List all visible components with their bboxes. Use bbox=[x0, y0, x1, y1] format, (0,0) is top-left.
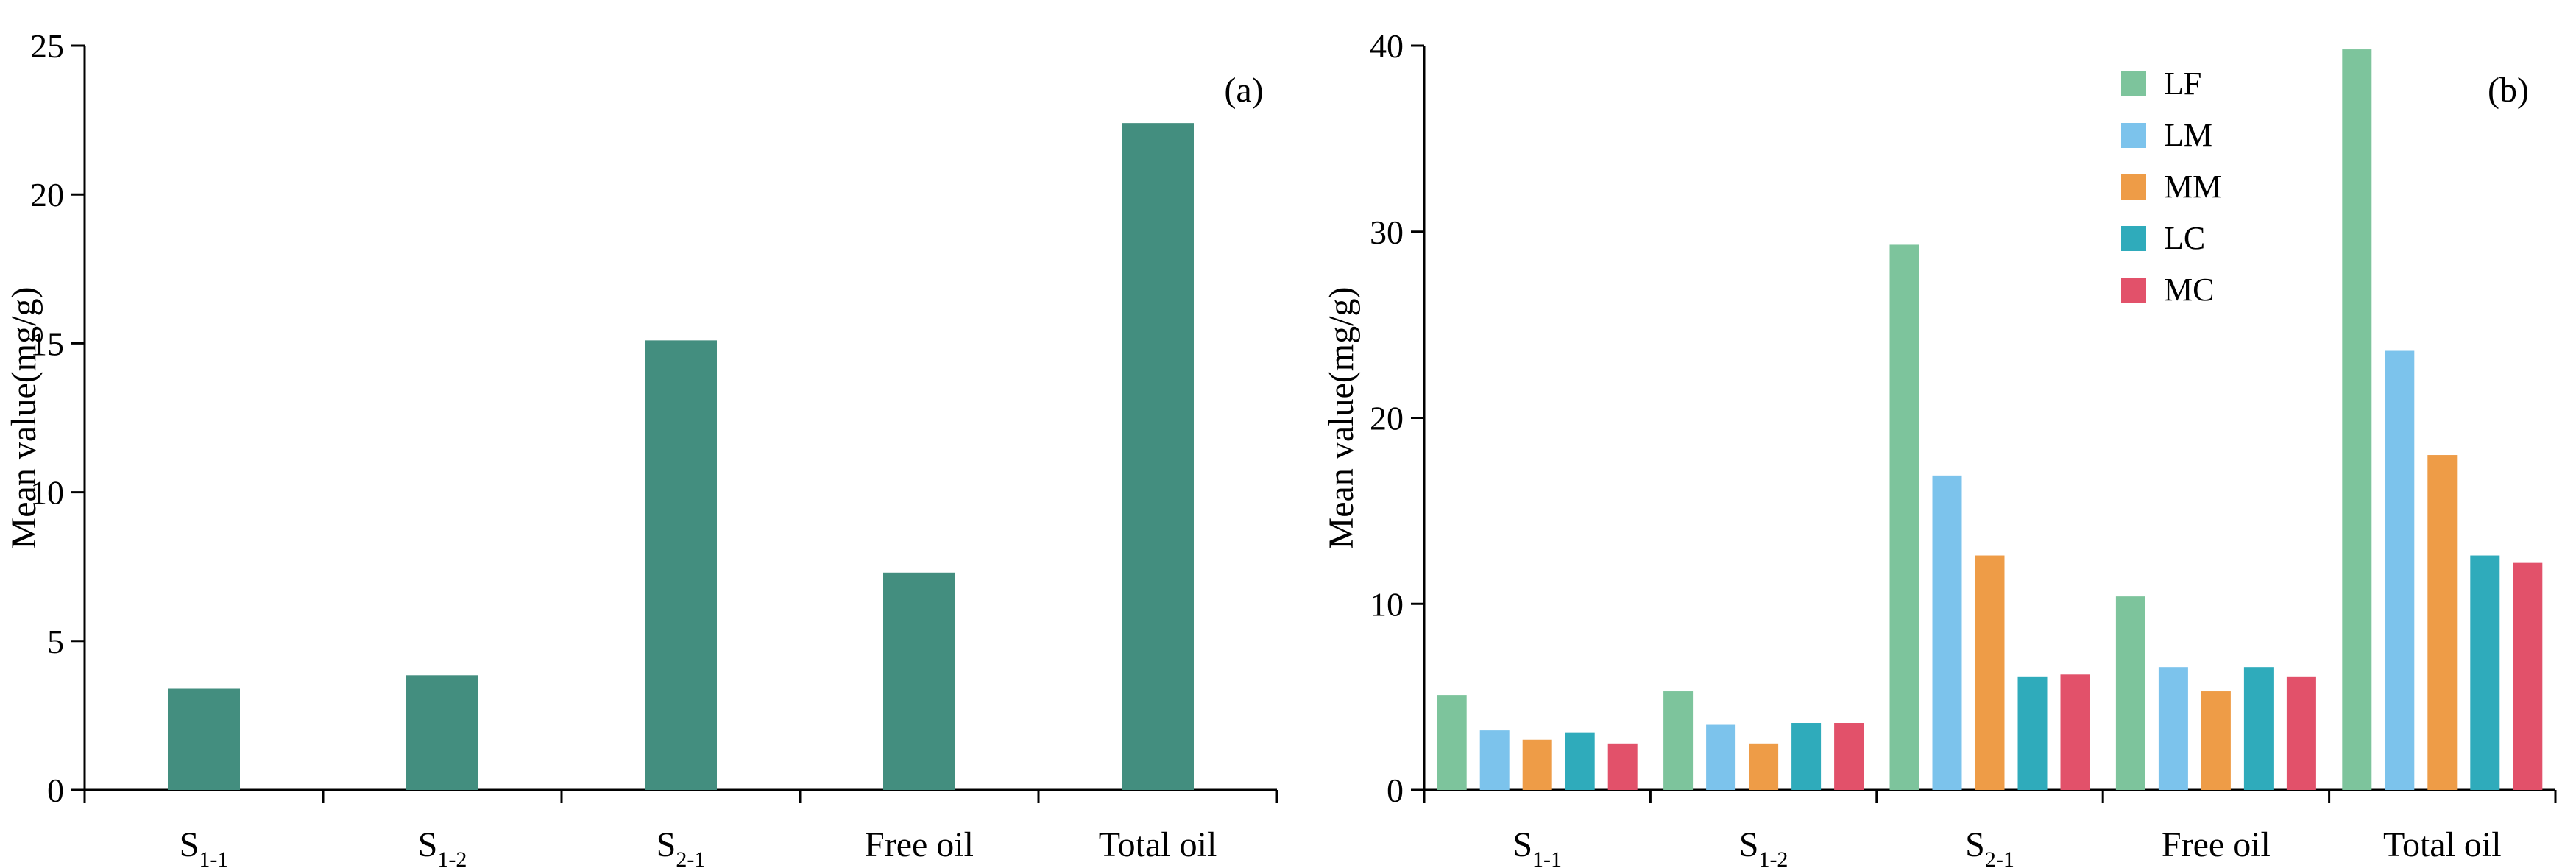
y-tick-label: 10 bbox=[1370, 585, 1404, 623]
panel-a-chart: 0 5 10 15 20 25 S1-1 S1-2 S2-1 Free oil Total oil M… bbox=[4, 27, 1278, 868]
bar-lm-4 bbox=[2158, 667, 2188, 790]
bar-mm-5 bbox=[2427, 455, 2458, 790]
bar-mean-1 bbox=[168, 688, 240, 790]
bar-lm-2 bbox=[1706, 724, 1736, 790]
bar-lm-3 bbox=[1932, 475, 1962, 790]
x-category-label: S2-1 bbox=[1965, 825, 2014, 868]
bar-lc-2 bbox=[1791, 723, 1822, 790]
x-category-label: Free oil bbox=[2162, 825, 2271, 864]
legend-label-mm: MM bbox=[2164, 169, 2221, 205]
bar-mc-1 bbox=[1607, 743, 1638, 790]
bar-lm-1 bbox=[1479, 730, 1510, 790]
y-tick-label: 0 bbox=[47, 772, 64, 809]
y-tick-label: 20 bbox=[30, 176, 64, 214]
x-category-label: S1-2 bbox=[1739, 825, 1788, 868]
legend-label-lf: LF bbox=[2164, 66, 2201, 102]
legend-swatch-lm bbox=[2121, 123, 2146, 148]
bar-mm-4 bbox=[2201, 691, 2231, 790]
bar-mean-4 bbox=[883, 572, 955, 790]
bar-mm-2 bbox=[1749, 743, 1779, 790]
bar-lc-1 bbox=[1565, 732, 1595, 790]
legend-label-mc: MC bbox=[2164, 272, 2214, 308]
y-tick-label: 20 bbox=[1370, 400, 1404, 437]
x-category-label: Total oil bbox=[2383, 825, 2502, 864]
y-tick-label: 0 bbox=[1387, 772, 1404, 809]
legend-label-lc: LC bbox=[2164, 220, 2205, 256]
bar-mean-5 bbox=[1122, 123, 1194, 791]
bar-lf-1 bbox=[1437, 695, 1467, 790]
y-tick-label: 15 bbox=[30, 325, 64, 362]
bar-mc-3 bbox=[2060, 674, 2090, 790]
y-axis-title: Mean value(mg/g) bbox=[4, 287, 43, 549]
bar-lc-3 bbox=[2017, 676, 2048, 790]
y-tick-label: 25 bbox=[30, 27, 64, 65]
bar-mean-3 bbox=[645, 340, 717, 791]
bar-lf-5 bbox=[2342, 49, 2372, 791]
legend-label-lm: LM bbox=[2164, 117, 2212, 153]
x-category-label: S1-1 bbox=[180, 825, 229, 868]
bar-lf-2 bbox=[1663, 691, 1694, 790]
panel-label: (a) bbox=[1224, 71, 1263, 110]
bar-mm-1 bbox=[1522, 739, 1552, 790]
bar-lc-4 bbox=[2243, 667, 2274, 790]
panel-b-chart: 0 10 20 30 40 S1-1 S1-2 S2-1 Free oil Total oil Me… bbox=[1322, 27, 2557, 868]
legend: LF LM MM LC MC bbox=[2121, 66, 2221, 308]
y-tick-label: 10 bbox=[30, 474, 64, 512]
bar-lf-3 bbox=[1889, 244, 1919, 790]
bar-lm-5 bbox=[2385, 350, 2415, 790]
y-tick-label: 40 bbox=[1370, 27, 1404, 65]
x-category-label: S1-1 bbox=[1512, 825, 1562, 868]
x-category-label: S1-2 bbox=[418, 825, 467, 868]
bar-mc-4 bbox=[2286, 676, 2316, 790]
legend-swatch-mc bbox=[2121, 278, 2146, 303]
legend-swatch-lc bbox=[2121, 226, 2146, 251]
x-category-label: Total oil bbox=[1099, 825, 1217, 864]
bar-mc-5 bbox=[2513, 562, 2543, 790]
y-axis-title: Mean value(mg/g) bbox=[1322, 287, 1361, 549]
y-tick-label: 5 bbox=[47, 623, 64, 660]
x-category-label: S2-1 bbox=[657, 825, 706, 868]
y-tick-label: 30 bbox=[1370, 214, 1404, 251]
legend-swatch-mm bbox=[2121, 174, 2146, 200]
panel-label: (b) bbox=[2488, 71, 2529, 110]
x-category-label: Free oil bbox=[865, 825, 974, 864]
bar-lc-5 bbox=[2470, 555, 2500, 790]
bar-mean-2 bbox=[406, 675, 478, 790]
legend-swatch-lf bbox=[2121, 71, 2146, 96]
bar-lf-4 bbox=[2115, 596, 2145, 790]
bar-mm-3 bbox=[1975, 555, 2005, 790]
bar-mc-2 bbox=[1834, 723, 1864, 790]
